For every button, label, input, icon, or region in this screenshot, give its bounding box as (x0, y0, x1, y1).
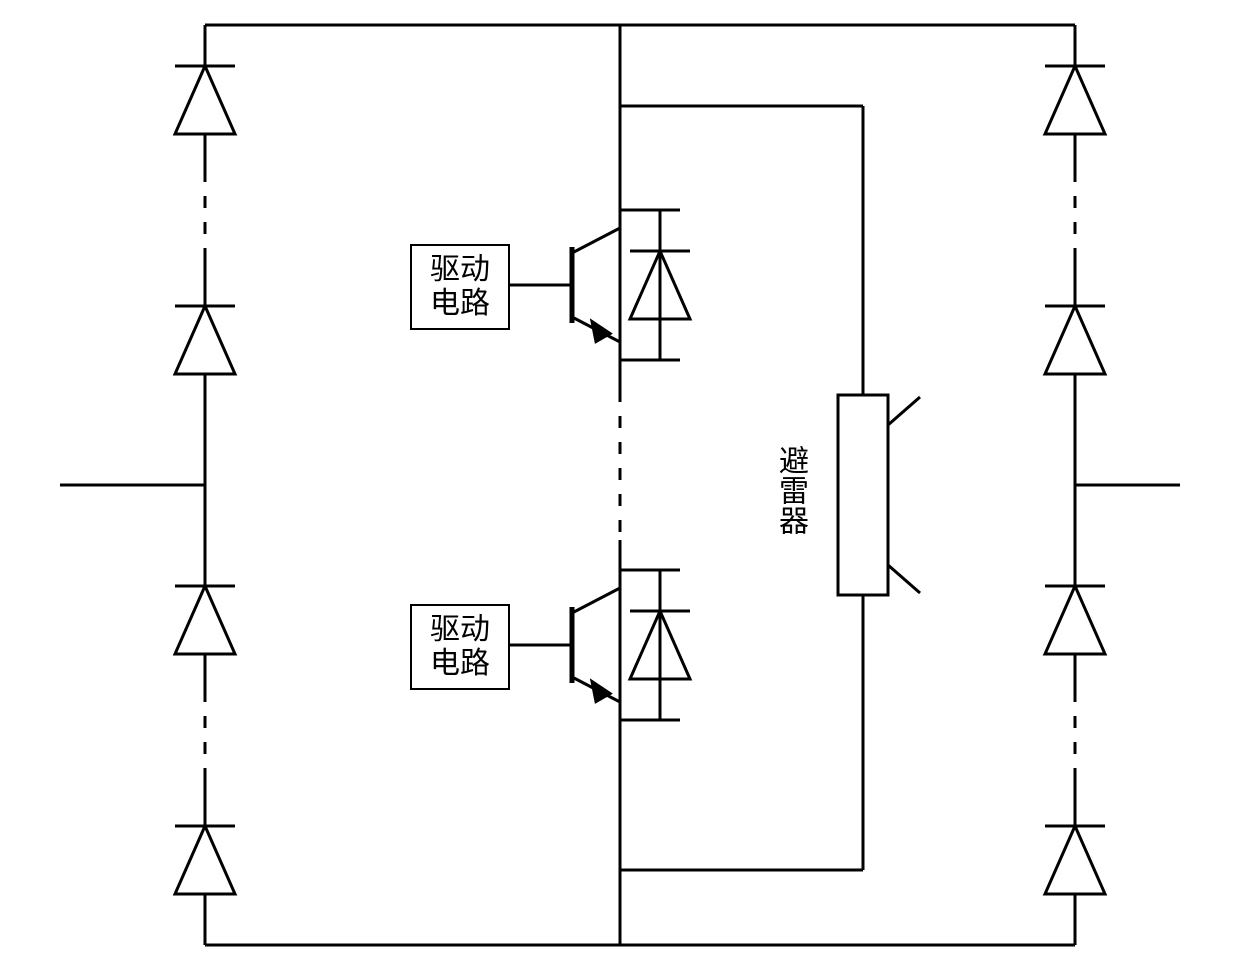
driver-circuit-label-top: 驱动电路 (410, 244, 510, 330)
arrester-label: 避雷器 (770, 410, 810, 570)
circuit-schematic (0, 0, 1240, 980)
driver-circuit-label-bottom: 驱动电路 (410, 604, 510, 690)
